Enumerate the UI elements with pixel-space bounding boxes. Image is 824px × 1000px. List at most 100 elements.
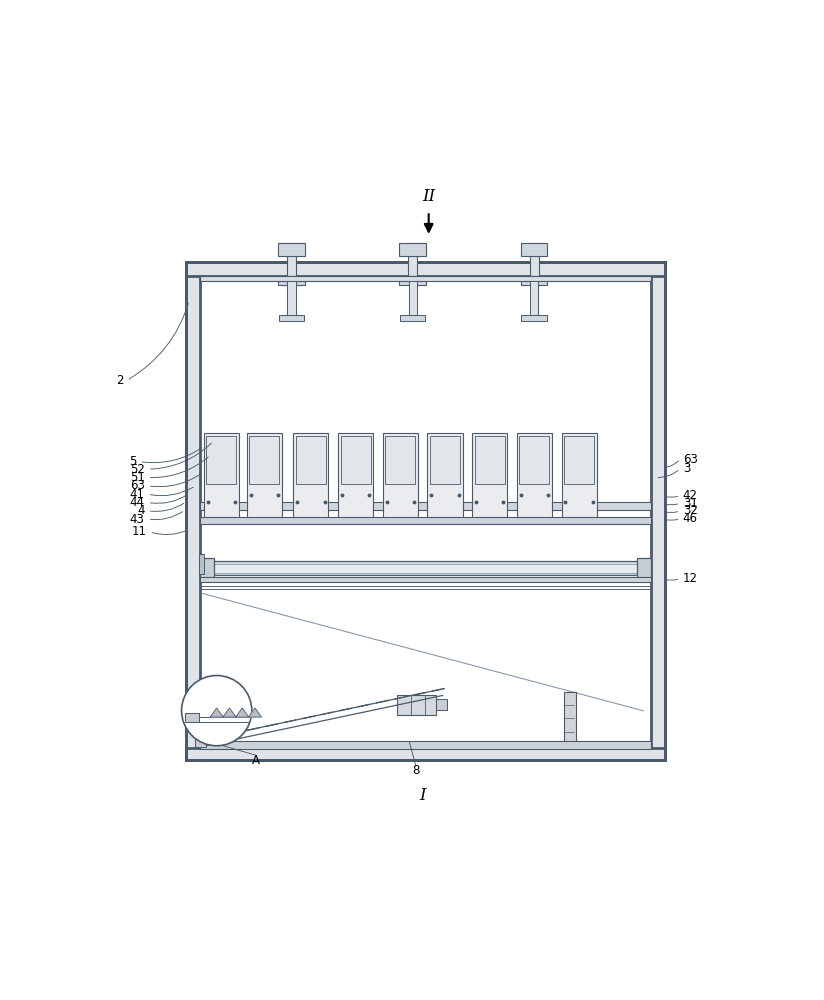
Circle shape: [348, 487, 363, 503]
Bar: [400, 243, 426, 256]
Bar: [338, 433, 373, 521]
Text: 44: 44: [129, 496, 144, 509]
Circle shape: [565, 488, 592, 515]
Bar: [296, 436, 325, 484]
Bar: [397, 695, 437, 715]
Bar: [519, 436, 550, 484]
Bar: [249, 436, 279, 484]
Bar: [186, 748, 665, 760]
Circle shape: [256, 487, 272, 503]
Bar: [186, 262, 665, 276]
Text: 41: 41: [129, 488, 144, 501]
Bar: [212, 564, 639, 573]
Bar: [199, 554, 204, 574]
Polygon shape: [228, 732, 241, 734]
Text: 46: 46: [683, 512, 698, 525]
Bar: [195, 739, 207, 747]
Polygon shape: [358, 704, 370, 707]
Polygon shape: [236, 708, 249, 717]
Circle shape: [482, 494, 498, 510]
Polygon shape: [377, 700, 389, 703]
Bar: [288, 281, 296, 315]
Polygon shape: [246, 728, 259, 730]
Polygon shape: [321, 712, 333, 715]
Bar: [246, 433, 282, 521]
Bar: [207, 436, 236, 484]
Bar: [200, 741, 651, 749]
Bar: [201, 561, 649, 575]
Circle shape: [432, 481, 458, 508]
Bar: [530, 281, 538, 315]
Bar: [430, 436, 460, 484]
Bar: [204, 433, 239, 521]
Bar: [200, 502, 651, 510]
Circle shape: [386, 488, 414, 515]
Bar: [651, 262, 665, 760]
Bar: [561, 433, 597, 521]
Text: 63: 63: [683, 453, 698, 466]
Text: 4: 4: [137, 504, 144, 517]
Bar: [400, 276, 426, 285]
Circle shape: [342, 481, 369, 508]
Polygon shape: [210, 708, 223, 717]
Bar: [521, 243, 547, 256]
Text: II: II: [422, 188, 435, 205]
Bar: [428, 433, 462, 521]
Bar: [186, 262, 665, 760]
Polygon shape: [432, 689, 445, 691]
Text: 52: 52: [129, 463, 144, 476]
Text: 63: 63: [129, 479, 144, 492]
Bar: [200, 276, 651, 281]
Polygon shape: [414, 692, 426, 695]
Circle shape: [213, 494, 229, 510]
Polygon shape: [283, 720, 296, 723]
Circle shape: [303, 494, 319, 510]
Text: 2: 2: [116, 374, 124, 387]
Polygon shape: [339, 708, 352, 711]
Circle shape: [527, 487, 542, 503]
Bar: [437, 699, 447, 710]
Circle shape: [476, 488, 503, 515]
Text: 3: 3: [683, 462, 691, 475]
Text: 31: 31: [683, 497, 698, 510]
Circle shape: [250, 481, 278, 508]
Bar: [278, 276, 305, 285]
Bar: [409, 281, 417, 315]
Text: A: A: [252, 754, 260, 767]
Circle shape: [208, 488, 235, 515]
Polygon shape: [223, 708, 236, 717]
Bar: [521, 276, 547, 285]
Text: 12: 12: [683, 572, 698, 585]
Circle shape: [181, 676, 252, 746]
Circle shape: [392, 494, 408, 510]
Bar: [564, 436, 594, 484]
Bar: [472, 433, 508, 521]
Polygon shape: [302, 716, 315, 719]
Text: 43: 43: [129, 513, 144, 526]
Text: 11: 11: [131, 525, 147, 538]
Polygon shape: [249, 708, 261, 717]
Bar: [278, 243, 305, 256]
Bar: [185, 713, 199, 722]
Text: 51: 51: [129, 471, 144, 484]
Circle shape: [297, 488, 325, 515]
Bar: [637, 558, 651, 578]
Circle shape: [438, 487, 452, 503]
Polygon shape: [395, 696, 408, 699]
Text: 8: 8: [412, 764, 419, 777]
Bar: [186, 262, 665, 760]
Text: 5: 5: [129, 455, 136, 468]
Bar: [475, 436, 504, 484]
Bar: [279, 315, 304, 321]
Bar: [517, 433, 552, 521]
Text: 42: 42: [683, 489, 698, 502]
Bar: [530, 252, 539, 276]
Bar: [522, 315, 547, 321]
Bar: [200, 558, 214, 578]
Bar: [200, 577, 651, 582]
Bar: [564, 692, 575, 745]
Bar: [408, 252, 417, 276]
Bar: [293, 433, 329, 521]
Bar: [386, 436, 415, 484]
Circle shape: [571, 494, 587, 510]
